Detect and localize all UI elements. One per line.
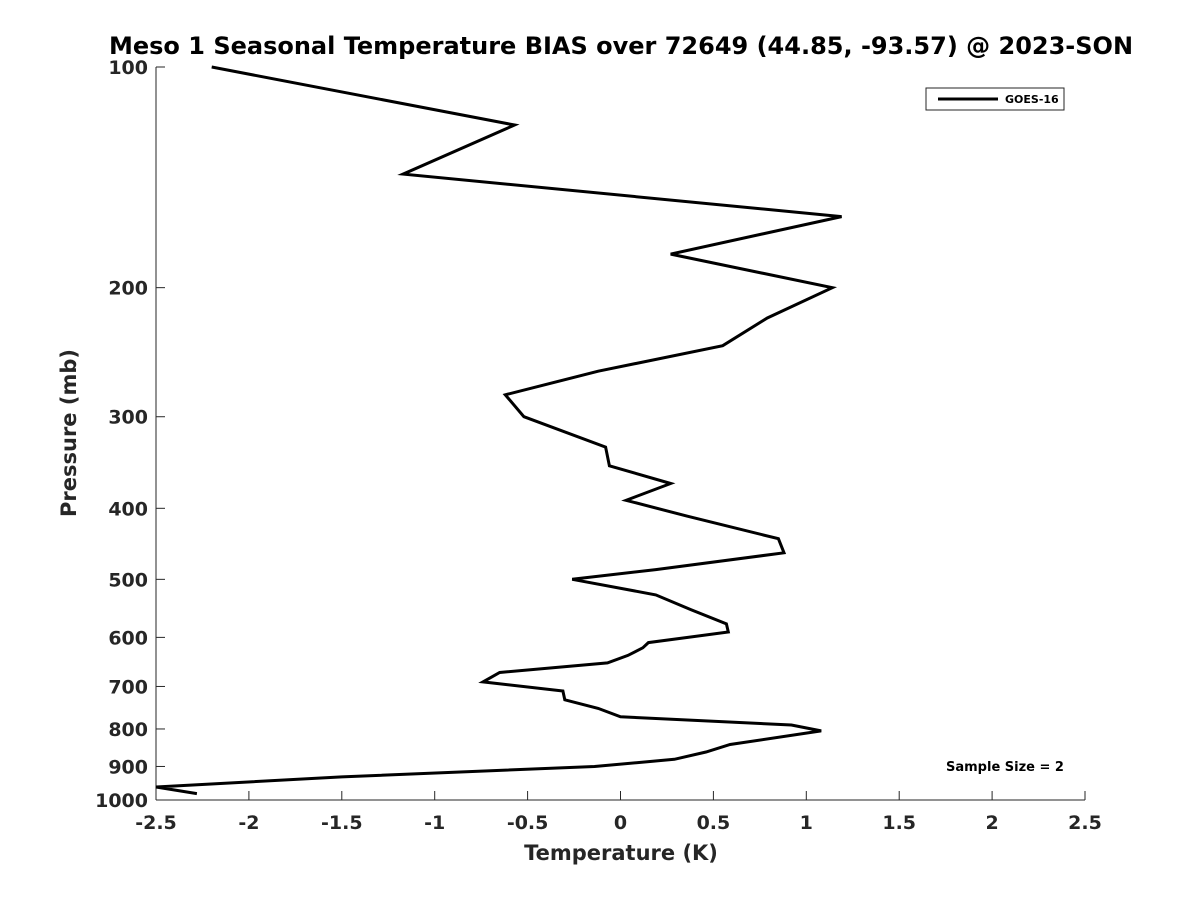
x-axis-label: Temperature (K)	[524, 841, 718, 865]
y-tick-label: 600	[108, 627, 148, 649]
y-axis-label: Pressure (mb)	[57, 349, 81, 517]
x-ticks: -2.5 -2 -1.5 -1 -0.5 0 0.5 1 1.5 2 2.5	[135, 791, 1102, 834]
chart-title: Meso 1 Seasonal Temperature BIAS over 72…	[109, 32, 1133, 60]
x-tick-label: 1.5	[882, 812, 916, 834]
y-tick-label: 300	[108, 407, 148, 429]
x-tick-label: -2	[238, 812, 259, 834]
y-tick-label: 200	[108, 278, 148, 300]
x-tick-label: 2.5	[1068, 812, 1102, 834]
x-tick-label: -0.5	[507, 812, 549, 834]
x-tick-label: 0.5	[697, 812, 731, 834]
y-ticks: 100 200 300 400 500 600 700 800 900 1000	[95, 57, 165, 812]
y-tick-label: 900	[108, 756, 148, 778]
legend: GOES-16	[925, 87, 1065, 111]
series-line-goes-16	[155, 65, 842, 796]
y-tick-label: 100	[108, 57, 148, 79]
sample-size-annotation: Sample Size = 2	[946, 760, 1064, 775]
y-tick-label: 500	[108, 569, 148, 591]
y-tick-label: 800	[108, 719, 148, 741]
legend-entry-goes-16: GOES-16	[1005, 93, 1059, 106]
x-tick-label: -2.5	[135, 812, 177, 834]
x-tick-label: -1.5	[321, 812, 363, 834]
y-tick-label: 700	[108, 676, 148, 698]
x-tick-label: 0	[614, 812, 627, 834]
x-tick-label: 2	[985, 812, 998, 834]
y-tick-label: 400	[108, 498, 148, 520]
x-tick-label: 1	[800, 812, 813, 834]
y-tick-label: 1000	[95, 790, 148, 812]
x-tick-label: -1	[424, 812, 445, 834]
